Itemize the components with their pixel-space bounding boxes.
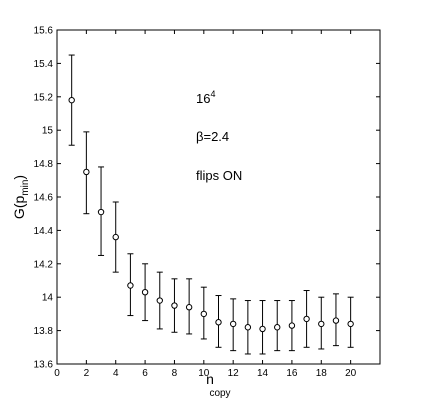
y-axis-title: G(pmin) [11,175,31,219]
annotation-lattice-sup: 4 [210,89,215,99]
data-point [112,233,119,241]
x-tick-label: 18 [316,368,328,379]
annotation-lattice-text: 16 [196,91,210,106]
x-tick-label: 8 [172,368,178,379]
annotation-flips: flips ON [196,168,242,183]
data-point [244,324,252,331]
data-point [318,320,325,328]
data-point [171,302,178,309]
data-point [83,168,90,176]
data-point [332,317,340,324]
y-tick-label: 14 [42,293,54,304]
y-tick-label: 15 [42,126,54,137]
x-tick-label: 16 [286,368,298,379]
data-point [185,304,193,311]
x-tick-label: 10 [198,368,210,379]
y-tick-label: 14.8 [34,159,54,170]
x-tick-label: 0 [54,368,60,379]
y-tick-label: 14.6 [34,193,54,204]
data-point [229,320,237,328]
data-point [68,96,75,104]
data-point [259,325,266,333]
data-point [303,315,310,323]
annotation-beta: β=2.4 [196,129,229,144]
data-point [200,310,208,318]
y-axis-title-close: ) [11,175,27,180]
data-point [127,282,134,289]
y-tick-label: 14.2 [34,259,54,270]
data-point [97,208,105,216]
x-tick-label: 12 [228,368,240,379]
tick-labels: 0 2 4 6 8 10 12 14 16 18 20 13.6 13.8 14 14.2 14.4 14.6 1… [34,26,357,380]
data-point [141,288,149,296]
data-point [274,324,281,331]
y-axis-title-main: G(p [11,196,27,220]
annotation-lattice: 164 [196,89,215,106]
ticks [56,29,380,365]
x-tick-label: 2 [84,368,90,379]
y-tick-label: 13.8 [34,326,54,337]
data-point [347,320,354,328]
data-point [215,319,222,326]
y-tick-label: 15.6 [34,26,54,37]
x-tick-label: 4 [113,368,119,379]
x-tick-label: 6 [142,368,148,379]
data-point [156,297,163,304]
x-tick-label: 14 [257,368,269,379]
y-tick-label: 14.4 [34,226,54,237]
x-axis-title-main: n [206,371,214,387]
x-axis-title-sub: copy [209,388,230,399]
y-tick-label: 13.6 [34,360,54,371]
y-axis-title-sub: min [20,180,31,196]
data-point [288,322,296,329]
y-tick-label: 15.2 [34,92,54,103]
x-tick-label: 20 [345,368,357,379]
y-tick-label: 15.4 [34,59,54,70]
x-axis-title: n [206,371,214,387]
data-marks [68,54,354,355]
